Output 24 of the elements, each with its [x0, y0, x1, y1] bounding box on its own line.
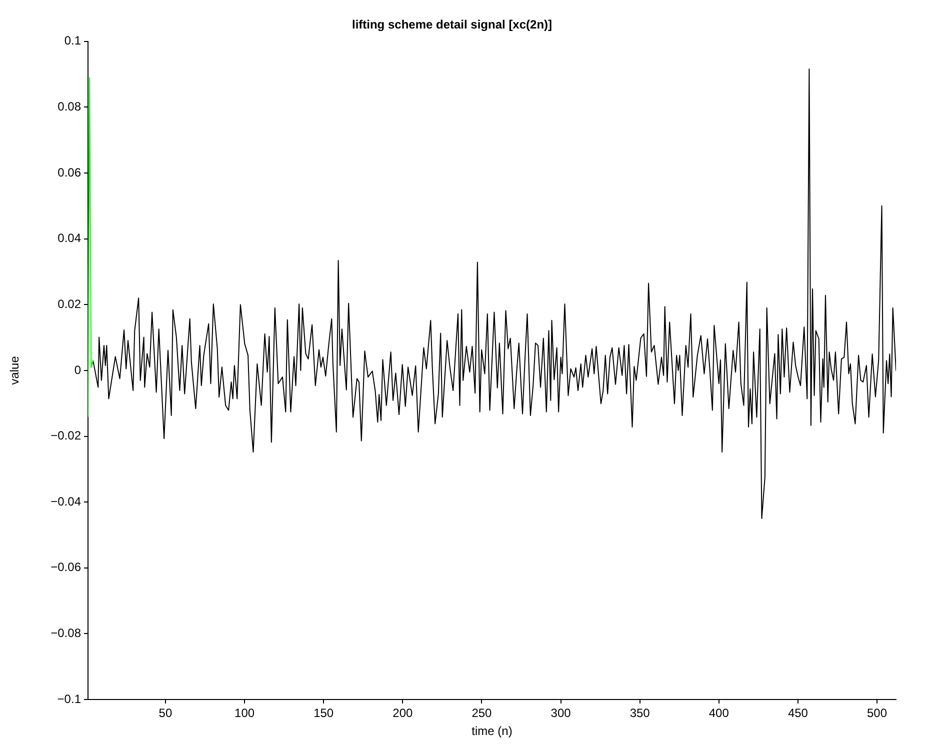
- x-axis-title: time (n): [472, 724, 512, 738]
- y-axis-title: value: [8, 356, 22, 385]
- y-tick-label: 0.02: [58, 296, 82, 311]
- x-tick-label: 100: [234, 706, 255, 720]
- y-tick-label: −0.08: [50, 626, 82, 640]
- x-tick-label: 500: [867, 706, 888, 720]
- x-tick-label: 200: [392, 706, 413, 720]
- x-tick-label: 400: [708, 706, 730, 720]
- x-tick-label: 350: [630, 706, 650, 720]
- y-tick-label: −0.1: [57, 692, 82, 706]
- x-tick-label: 300: [550, 706, 572, 720]
- x-tick-label: 50: [158, 706, 172, 720]
- y-tick-label: 0: [74, 362, 82, 377]
- y-tick-label: 0.06: [58, 165, 82, 180]
- y-tick-label: −0.06: [50, 560, 82, 574]
- chart-title: lifting scheme detail signal [xc(2n)]: [352, 18, 552, 32]
- y-tick-label: 0.08: [58, 100, 82, 114]
- y-tick-label: 0.04: [58, 231, 82, 246]
- x-tick-label: 250: [472, 706, 492, 720]
- y-tick-label: −0.02: [50, 428, 82, 443]
- x-tick-label: 150: [314, 706, 334, 720]
- x-tick-label: 450: [788, 706, 808, 720]
- y-tick-label: 0.1: [64, 34, 82, 48]
- y-tick-label: −0.04: [50, 494, 82, 508]
